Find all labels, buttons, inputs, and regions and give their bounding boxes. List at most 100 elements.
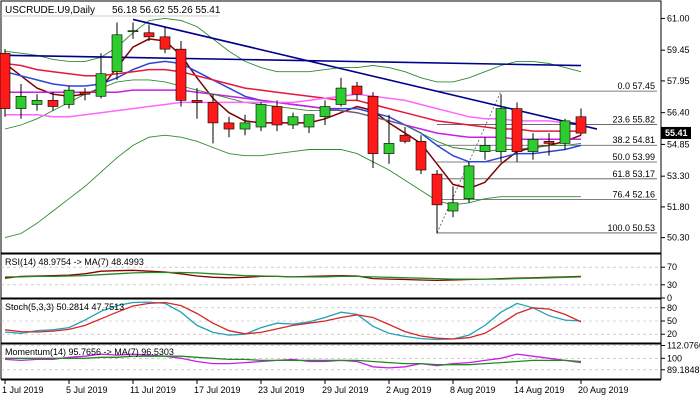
candle xyxy=(95,53,107,99)
momentum-line xyxy=(5,355,582,366)
candle-body xyxy=(15,95,27,109)
stoch-label: Stoch(5,3,3) 50.2814 47.7513 xyxy=(5,302,124,312)
fib-level-label: 38.2 54.81 xyxy=(612,135,655,145)
stoch-line xyxy=(4,301,582,341)
rsi-line xyxy=(5,271,582,280)
candle-body xyxy=(111,34,123,72)
candle xyxy=(527,133,539,160)
candle xyxy=(191,88,203,119)
candle xyxy=(511,102,523,162)
price-panel-frame xyxy=(0,0,662,254)
candle xyxy=(399,127,411,144)
candle-body xyxy=(207,102,219,124)
candle-body xyxy=(271,106,283,126)
price-tick-label: 59.45 xyxy=(667,45,690,55)
fib-level-label: 23.6 55.82 xyxy=(612,115,655,125)
candle-body xyxy=(431,173,443,206)
candle xyxy=(0,49,11,117)
candle xyxy=(255,102,267,132)
candle xyxy=(79,88,91,101)
candle xyxy=(575,108,587,136)
candle xyxy=(351,81,363,101)
stoch-line xyxy=(4,301,582,340)
candle-body xyxy=(447,202,459,212)
candle-body xyxy=(239,122,251,130)
candlesticks xyxy=(0,22,587,234)
candle-body xyxy=(479,145,491,152)
candle-body xyxy=(367,95,379,154)
candle xyxy=(63,86,75,109)
candle xyxy=(207,94,219,144)
ohlc-values: 56.18 56.62 55.26 55.41 xyxy=(112,5,221,16)
momentum-tick-label: 112.0766 xyxy=(667,341,700,351)
candle-body xyxy=(543,141,555,144)
time-tick-label: 8 Aug 2019 xyxy=(450,385,496,395)
candle-body xyxy=(127,30,139,33)
candle-body xyxy=(287,116,299,126)
candle xyxy=(47,92,59,111)
rsi-frame xyxy=(0,253,662,299)
candle xyxy=(495,94,507,162)
momentum-panel[interactable]: 112.0766 100 89.1848 Momentum(14) 95.7656 -… xyxy=(0,341,700,380)
current-price-marker[interactable] xyxy=(661,126,691,139)
time-tick-label: 11 Jul 2019 xyxy=(130,385,176,395)
price-axis[interactable]: 61.00 59.45 57.95 56.40 54.85 53.30 51.80 50.30… xyxy=(661,13,691,243)
candle xyxy=(367,92,379,168)
price-tick-label: 56.40 xyxy=(667,108,690,118)
rsi-panel[interactable]: 70 30 0 RSI(14) 48.9754 -> MA(7) 48.4993 xyxy=(0,253,677,303)
candle xyxy=(15,83,27,119)
candle xyxy=(159,26,171,54)
price-tick-label: 54.85 xyxy=(667,139,690,149)
candle xyxy=(479,137,491,160)
candle-body xyxy=(223,122,235,130)
candle-body xyxy=(415,141,427,171)
candle xyxy=(143,24,155,41)
candle-body xyxy=(351,85,363,95)
candle xyxy=(271,100,283,132)
fib-level-label: 76.4 52.16 xyxy=(612,190,655,200)
momentum-line xyxy=(4,353,582,369)
stochastic-panel[interactable]: 80 50 20 Stoch(5,3,3) 50.2814 47.7513 xyxy=(0,298,677,344)
candle-body xyxy=(191,100,203,103)
candle xyxy=(447,186,459,218)
candle xyxy=(287,112,299,130)
fib-level-label: 100.0 50.53 xyxy=(607,223,655,233)
candle xyxy=(111,22,123,80)
fib-level-label: 61.8 53.17 xyxy=(612,169,655,179)
candle-body xyxy=(559,120,571,144)
candle xyxy=(463,161,475,203)
candle xyxy=(543,133,555,156)
rsi-tick-label: 30 xyxy=(667,280,677,290)
candle-body xyxy=(47,100,59,107)
candle-body xyxy=(79,91,91,95)
price-panel[interactable]: 0.0 57.45 23.6 55.82 38.2 54.81 50.0 53.99 6… xyxy=(0,0,662,254)
candle-body xyxy=(495,108,507,152)
rsi-tick-label: 70 xyxy=(667,262,677,272)
fibonacci-retracement[interactable]: 0.0 57.45 23.6 55.82 38.2 54.81 50.0 53.99 6… xyxy=(436,81,657,234)
momentum-tick-label: 100 xyxy=(667,353,682,363)
overlay-line xyxy=(4,134,581,239)
candle-body xyxy=(463,165,475,200)
candle-body xyxy=(335,87,347,105)
time-tick-label: 14 Aug 2019 xyxy=(514,385,565,395)
candle-body xyxy=(383,143,395,154)
time-axis[interactable]: 1 Jul 2019 5 Jul 2019 11 Jul 2019 17 Jul 20… xyxy=(1,379,661,395)
candle-body xyxy=(399,134,411,142)
overlay-line xyxy=(5,93,581,124)
fib-level-label: 0.0 57.45 xyxy=(617,81,655,91)
rsi-tick-label: 0 xyxy=(667,293,672,303)
candle-body xyxy=(575,116,587,134)
candle-body xyxy=(527,138,539,152)
stoch-tick-label: 50 xyxy=(667,316,677,326)
symbol-label: USCRUDE.U9,Daily xyxy=(5,5,95,16)
candle xyxy=(303,114,315,134)
price-tick-label: 57.95 xyxy=(667,76,690,86)
momentum-tick-label: 89.1848 xyxy=(667,365,700,375)
candle xyxy=(127,22,139,39)
candle xyxy=(31,94,43,111)
candle xyxy=(415,135,427,175)
candle-body xyxy=(303,114,315,128)
fib-level-label: 50.0 53.99 xyxy=(612,152,655,162)
